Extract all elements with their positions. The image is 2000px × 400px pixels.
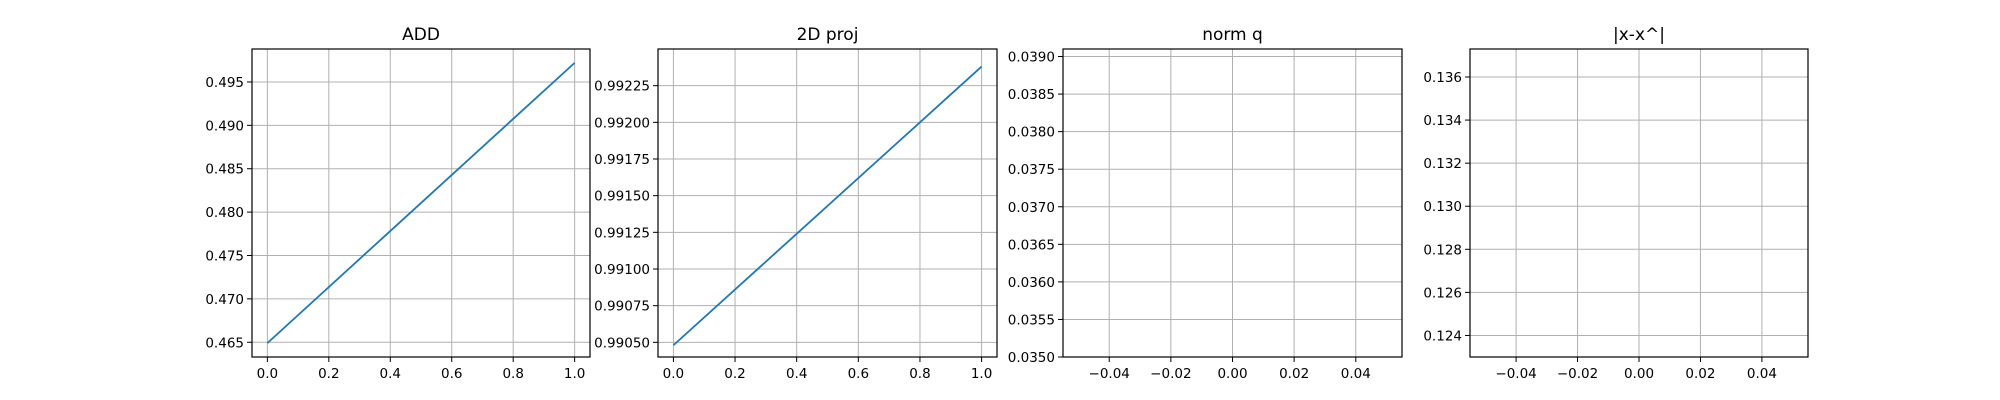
series-line (672, 65, 983, 346)
chart-title: |x-x^| (1613, 25, 1665, 45)
y-tick-label: 0.99150 (594, 189, 650, 205)
plot-frame (251, 48, 591, 358)
y-tick-label: 0.0365 (1008, 237, 1055, 253)
x-tick-label: 0.2 (724, 366, 745, 382)
y-tick-label: 0.0350 (1008, 350, 1055, 366)
x-tick-label: 0.0 (663, 366, 684, 382)
y-tick-label: 0.0355 (1008, 312, 1055, 328)
x-tick-label: 1.0 (971, 366, 992, 382)
y-tick-label: 0.0385 (1008, 87, 1055, 103)
x-tick-label: 0.8 (502, 366, 523, 382)
x-tick-label: 0.8 (909, 366, 930, 382)
y-tick-label: 0.0390 (1008, 50, 1055, 66)
x-tick-label: 0.2 (318, 366, 339, 382)
x-tick-label: 0.0 (257, 366, 278, 382)
y-tick-label: 0.99100 (594, 262, 650, 278)
y-tick-label: 0.99075 (594, 299, 650, 315)
x-tick-label: 0.6 (441, 366, 462, 382)
x-tick-label: 0.02 (1685, 366, 1715, 382)
y-tick-label: 0.128 (1423, 242, 1462, 258)
series-line (266, 62, 576, 344)
y-tick-label: 0.126 (1423, 285, 1462, 301)
x-tick-label: 1.0 (564, 366, 585, 382)
x-tick-label: 0.4 (786, 366, 807, 382)
y-tick-label: 0.0375 (1008, 162, 1055, 178)
x-tick-label: −0.04 (1495, 366, 1536, 382)
x-tick-label: 0.02 (1279, 366, 1309, 382)
chart-title: ADD (402, 25, 440, 45)
chart-title: norm q (1202, 25, 1263, 45)
y-tick-label: 0.99125 (594, 225, 650, 241)
y-tick-label: 0.490 (205, 118, 244, 134)
x-tick-label: −0.04 (1089, 366, 1130, 382)
y-tick-label: 0.0370 (1008, 200, 1055, 216)
y-tick-label: 0.99050 (594, 335, 650, 351)
y-tick-label: 0.485 (205, 162, 244, 178)
y-tick-label: 0.0360 (1008, 275, 1055, 291)
y-tick-label: 0.136 (1423, 70, 1462, 86)
x-tick-label: 0.00 (1624, 366, 1654, 382)
x-tick-label: −0.02 (1150, 366, 1191, 382)
chart-panel-2: 0.0 0.2 0.4 0.6 0.8 1.0 0.99050 0.99075 0.99100 0… (594, 25, 998, 382)
y-tick-label: 0.470 (205, 292, 244, 308)
y-tick-label: 0.124 (1423, 328, 1462, 344)
x-tick-label: −0.02 (1557, 366, 1598, 382)
chart-panel-1: 0.0 0.2 0.4 0.6 0.8 1.0 0.465 0.470 0.475 0.480 0.… (205, 25, 591, 382)
y-tick-label: 0.99200 (594, 115, 650, 131)
y-tick-label: 0.480 (205, 205, 244, 221)
y-tick-label: 0.475 (205, 248, 244, 264)
x-tick-label: 0.6 (848, 366, 869, 382)
y-tick-label: 0.99175 (594, 152, 650, 168)
plot-frame (657, 48, 998, 358)
y-tick-label: 0.495 (205, 75, 244, 91)
x-tick-label: 0.04 (1747, 366, 1777, 382)
y-tick-label: 0.0380 (1008, 125, 1055, 141)
x-tick-label: 0.4 (380, 366, 401, 382)
chart-panel-3: −0.04 −0.02 0.00 0.02 0.04 0.0350 0.0355 0.0360… (1008, 25, 1403, 382)
y-tick-label: 0.465 (205, 335, 244, 351)
x-tick-label: 0.00 (1217, 366, 1247, 382)
y-tick-label: 0.130 (1423, 199, 1462, 215)
chart-panel-4: −0.04 −0.02 0.00 0.02 0.04 0.124 0.126 0.128 0.1… (1423, 25, 1809, 382)
y-tick-label: 0.132 (1423, 156, 1462, 172)
x-tick-label: 0.04 (1341, 366, 1371, 382)
chart-title: 2D proj (797, 25, 859, 45)
y-tick-label: 0.134 (1423, 113, 1462, 129)
y-tick-label: 0.99225 (594, 79, 650, 95)
